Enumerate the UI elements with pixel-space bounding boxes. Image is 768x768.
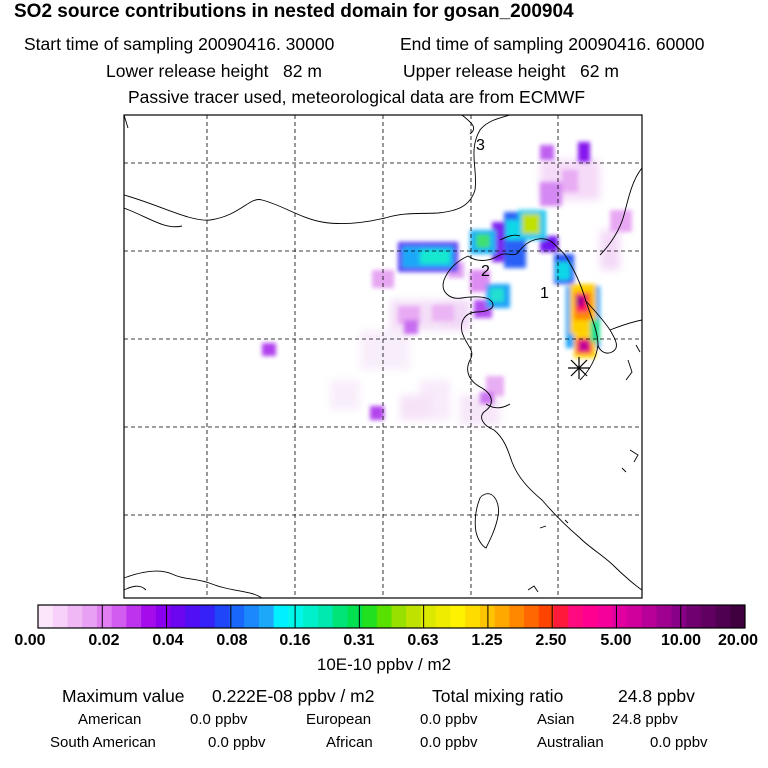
colorbar-swatch [582, 605, 599, 628]
colorbar-swatch [52, 605, 68, 628]
colorbar-swatch [553, 605, 569, 628]
colorbar-swatch [450, 605, 466, 628]
colorbar-swatch [686, 605, 702, 628]
colorbar-swatch [244, 605, 260, 628]
region-name-australian: Australian [537, 734, 604, 751]
max-value-label: Maximum value [62, 686, 185, 706]
upper-release-label: Upper release height 62 m [403, 61, 619, 81]
source-label-2: 2 [481, 263, 490, 280]
colorbar-swatch [288, 605, 304, 628]
colorbar-swatch [641, 605, 658, 628]
region-value-african: 0.0 ppbv [420, 734, 478, 751]
colorbar-tick: 0.00 [14, 632, 46, 649]
colorbar-swatch [509, 605, 525, 628]
colorbar-swatch [715, 605, 731, 628]
colorbar-swatch [465, 605, 481, 628]
colorbar-tick: 1.25 [471, 632, 503, 649]
colorbar-dividers [101, 605, 682, 628]
colorbar-swatch [141, 605, 157, 628]
colorbar-tick: 0.63 [407, 632, 439, 649]
colorbar-swatch [420, 605, 437, 628]
colorbar-tick: 0.16 [279, 632, 311, 649]
colorbar-swatch [627, 605, 643, 628]
colorbar-swatch [700, 605, 717, 628]
colorbar-swatch [597, 605, 613, 628]
colorbar-tick: 0.31 [343, 632, 375, 649]
plot-title: SO2 source contributions in nested domai… [14, 1, 574, 22]
colorbar [38, 605, 746, 628]
colorbar-swatch [273, 605, 289, 628]
region-name-south-american: South American [50, 734, 156, 751]
colorbar-swatch [126, 605, 142, 628]
source-label-3: 3 [476, 137, 485, 154]
receptor-marker [568, 357, 590, 379]
region-name-american: American [78, 711, 142, 728]
region-value-australian: 0.0 ppbv [650, 734, 708, 751]
colorbar-tick: 10.00 [660, 632, 702, 649]
colorbar-swatch [671, 605, 687, 628]
total-mixing-label: Total mixing ratio [432, 686, 564, 706]
colorbar-swatch [730, 605, 746, 628]
region-value-asian: 24.8 ppbv [612, 711, 678, 728]
colorbar-units: 10E-10 ppbv / m2 [316, 655, 452, 674]
colorbar-tick: 0.02 [88, 632, 120, 649]
colorbar-frame [37, 604, 746, 629]
colorbar-swatch [332, 605, 348, 628]
map-frame [123, 114, 643, 599]
colorbar-swatch [303, 605, 319, 628]
colorbar-tick: 2.50 [535, 632, 567, 649]
end-time-label: End time of sampling 20090416. 60000 [400, 34, 705, 54]
colorbar-swatch [317, 605, 334, 628]
plume-patches [262, 142, 632, 420]
source-label-1: 1 [540, 285, 549, 302]
colorbar-tick: 20.00 [717, 632, 759, 649]
max-value: 0.222E-08 ppbv / m2 [212, 686, 375, 706]
colorbar-swatch [38, 605, 54, 628]
colorbar-swatch [214, 605, 230, 628]
colorbar-swatch [82, 605, 98, 628]
colorbar-swatch [155, 605, 172, 628]
colorbar-swatch [258, 605, 275, 628]
colorbar-swatch [347, 605, 363, 628]
colorbar-swatch [185, 605, 201, 628]
colorbar-swatch [362, 605, 378, 628]
colorbar-tick: 0.04 [152, 632, 184, 649]
region-name-european: European [306, 711, 372, 728]
colorbar-swatch [200, 605, 216, 628]
colorbar-tick: 5.00 [600, 632, 632, 649]
tracer-info-label: Passive tracer used, meteorological data… [128, 87, 586, 107]
colorbar-swatch [435, 605, 451, 628]
colorbar-swatch [170, 605, 186, 628]
region-value-american: 0.0 ppbv [190, 711, 248, 728]
colorbar-swatch [612, 605, 628, 628]
region-value-south-american: 0.0 ppbv [208, 734, 266, 751]
colorbar-swatch [111, 605, 127, 628]
lat-lon-grid [124, 115, 642, 598]
coastlines [124, 115, 642, 598]
colorbar-swatch [538, 605, 555, 628]
total-mixing-value: 24.8 ppbv [618, 686, 695, 706]
start-time-label: Start time of sampling 20090416. 30000 [24, 34, 335, 54]
lower-release-label: Lower release height 82 m [106, 61, 322, 81]
colorbar-swatch [376, 605, 392, 628]
colorbar-swatch [656, 605, 672, 628]
colorbar-swatch [524, 605, 540, 628]
colorbar-swatch [391, 605, 407, 628]
colorbar-swatch [568, 605, 584, 628]
region-name-african: African [326, 734, 373, 751]
colorbar-swatch [229, 605, 245, 628]
colorbar-tick: 0.08 [216, 632, 248, 649]
colorbar-swatch [406, 605, 422, 628]
colorbar-swatch [96, 605, 113, 628]
colorbar-swatch [67, 605, 83, 628]
colorbar-swatch [494, 605, 510, 628]
region-value-european: 0.0 ppbv [420, 711, 478, 728]
region-name-asian: Asian [537, 711, 575, 728]
